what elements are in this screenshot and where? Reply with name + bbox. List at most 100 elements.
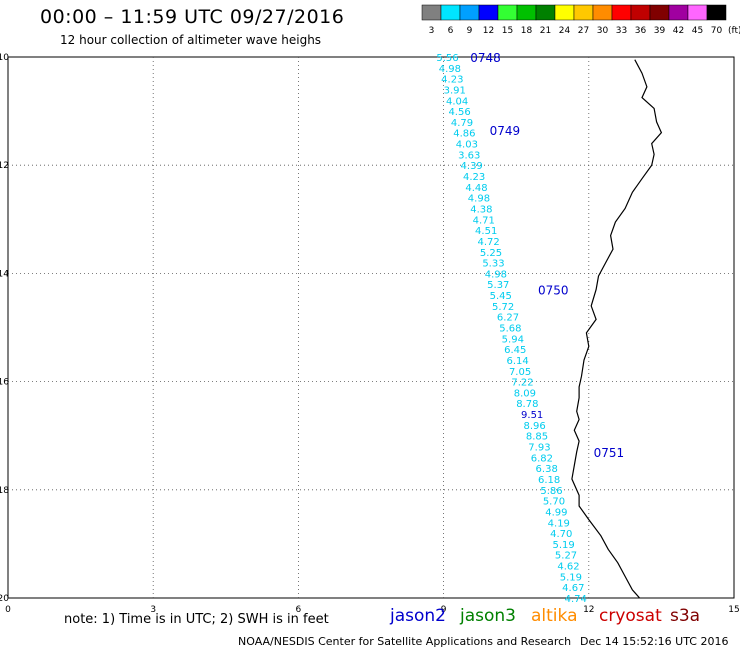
wave-height-value: 4.51 bbox=[475, 226, 497, 237]
wave-height-value: 4.62 bbox=[557, 562, 579, 573]
wave-height-value: 6.82 bbox=[531, 453, 553, 464]
wave-height-value: 3.63 bbox=[458, 150, 480, 161]
lat-tick-label: -10 bbox=[0, 53, 9, 63]
wave-height-value: 5.19 bbox=[553, 540, 575, 551]
wave-height-value: 4.74 bbox=[565, 594, 587, 605]
legend-altika: altika bbox=[531, 606, 578, 626]
pass-time-labels: 0748 0749 0750 0751 bbox=[470, 51, 624, 460]
wave-height-value: 4.71 bbox=[473, 215, 495, 226]
lat-tick-label: -20 bbox=[0, 594, 9, 604]
wave-height-value: 4.19 bbox=[548, 518, 570, 529]
scale-label: 39 bbox=[654, 26, 666, 36]
scale-label: 42 bbox=[673, 26, 684, 36]
wave-height-value: 5.94 bbox=[502, 334, 524, 345]
scale-label: 3 bbox=[429, 26, 435, 36]
wave-height-value: 5.27 bbox=[555, 551, 577, 562]
generated-timestamp: Dec 14 15:52:16 UTC 2016 bbox=[580, 635, 729, 648]
wave-height-labels: 5.564.984.233.914.044.564.794.864.033.63… bbox=[436, 53, 587, 605]
wave-height-value: 7.22 bbox=[511, 378, 533, 389]
wave-height-value: 6.38 bbox=[536, 464, 558, 475]
wave-height-value: 4.48 bbox=[465, 183, 487, 194]
wave-height-value: 5.25 bbox=[480, 248, 502, 259]
lat-tick-label: -18 bbox=[0, 486, 9, 496]
lat-tick-label: -12 bbox=[0, 161, 9, 171]
footnote: note: 1) Time is in UTC; 2) SWH is in fe… bbox=[64, 612, 329, 627]
scale-label: 18 bbox=[521, 26, 533, 36]
wave-height-value: 5.56 bbox=[436, 53, 458, 64]
scale-label: 15 bbox=[502, 26, 513, 36]
wave-height-value: 6.14 bbox=[507, 356, 529, 367]
wave-height-value: 6.27 bbox=[497, 313, 519, 324]
lon-tick-label: 0 bbox=[5, 605, 11, 615]
pass-time-label: 0751 bbox=[594, 446, 625, 460]
credit-line: NOAA/NESDIS Center for Satellite Applica… bbox=[238, 635, 572, 648]
africa-coastline bbox=[571, 59, 663, 599]
wave-height-value: 3.91 bbox=[444, 85, 466, 96]
legend-jason3: jason3 bbox=[460, 606, 516, 626]
scale-label: 33 bbox=[616, 26, 627, 36]
lon-tick-label: 12 bbox=[583, 605, 594, 615]
wave-height-value: 4.03 bbox=[456, 140, 478, 151]
wave-height-value: 5.70 bbox=[543, 497, 565, 508]
wave-height-value: 4.72 bbox=[477, 237, 499, 248]
wave-height-value: 4.99 bbox=[545, 507, 567, 518]
wave-height-value: 8.78 bbox=[516, 399, 538, 410]
wave-height-value: 4.39 bbox=[461, 161, 483, 172]
wave-height-value: 5.68 bbox=[499, 324, 521, 335]
wave-height-value: 9.51 bbox=[521, 410, 543, 421]
wave-height-value: 4.98 bbox=[468, 194, 490, 205]
scale-unit: (ft) bbox=[728, 26, 740, 36]
wave-height-value: 4.79 bbox=[451, 118, 473, 129]
scale-label: 6 bbox=[448, 26, 454, 36]
wave-height-value: 8.96 bbox=[523, 421, 545, 432]
wave-height-value: 7.05 bbox=[509, 367, 531, 378]
scale-label: 21 bbox=[540, 26, 551, 36]
pass-time-label: 0748 bbox=[470, 51, 501, 65]
wave-height-value: 4.04 bbox=[446, 96, 468, 107]
legend-s3a: s3a bbox=[670, 606, 701, 626]
lon-tick-label: 15 bbox=[728, 605, 739, 615]
scale-label: 45 bbox=[692, 26, 703, 36]
map-title: 00:00 – 11:59 UTC 09/27/2016 bbox=[40, 6, 345, 28]
wave-height-value: 4.38 bbox=[470, 204, 492, 215]
wave-height-value: 4.98 bbox=[439, 64, 461, 75]
wave-height-value: 4.67 bbox=[562, 583, 584, 594]
wave-height-value: 5.86 bbox=[540, 486, 562, 497]
scale-label: 27 bbox=[578, 26, 589, 36]
wave-height-value: 4.23 bbox=[463, 172, 485, 183]
lon-tick-label: 9 bbox=[441, 605, 447, 615]
wave-height-value: 5.19 bbox=[560, 572, 582, 583]
legend-jason2: jason2 bbox=[390, 606, 446, 626]
wave-height-value: 6.45 bbox=[504, 345, 526, 356]
wave-height-value: 5.72 bbox=[492, 302, 514, 313]
legend-cryosat: cryosat bbox=[599, 606, 662, 626]
scale-label: 36 bbox=[635, 26, 647, 36]
scale-label: 24 bbox=[559, 26, 571, 36]
pass-time-label: 0750 bbox=[538, 284, 569, 298]
wave-height-value: 5.37 bbox=[487, 280, 509, 291]
wave-height-value: 8.85 bbox=[526, 432, 548, 443]
wave-height-value: 8.09 bbox=[514, 388, 536, 399]
wave-height-value: 5.45 bbox=[490, 291, 512, 302]
scale-label: 70 bbox=[711, 26, 723, 36]
scale-label: 9 bbox=[467, 26, 473, 36]
axis-ticks: 0 3 6 9 12 15 -10 -12 -14 -16 -18 -20 bbox=[0, 53, 740, 615]
wave-height-value: 6.18 bbox=[538, 475, 560, 486]
scale-label: 30 bbox=[597, 26, 609, 36]
wave-height-value: 4.56 bbox=[448, 107, 470, 118]
lat-lon-grid bbox=[7, 56, 735, 599]
wave-height-value: 4.86 bbox=[453, 129, 475, 140]
wave-height-value: 4.70 bbox=[550, 529, 572, 540]
wave-height-value: 4.23 bbox=[441, 75, 463, 86]
wave-height-value: 7.93 bbox=[528, 443, 550, 454]
scale-label: 12 bbox=[483, 26, 494, 36]
lat-tick-label: -16 bbox=[0, 378, 9, 388]
lat-tick-label: -14 bbox=[0, 269, 9, 279]
coastline bbox=[571, 59, 663, 599]
wave-height-value: 5.33 bbox=[482, 259, 504, 270]
scale-swatch bbox=[706, 4, 727, 21]
map-subtitle: 12 hour collection of altimeter wave hei… bbox=[60, 33, 322, 47]
lon-tick-label: 3 bbox=[150, 605, 156, 615]
